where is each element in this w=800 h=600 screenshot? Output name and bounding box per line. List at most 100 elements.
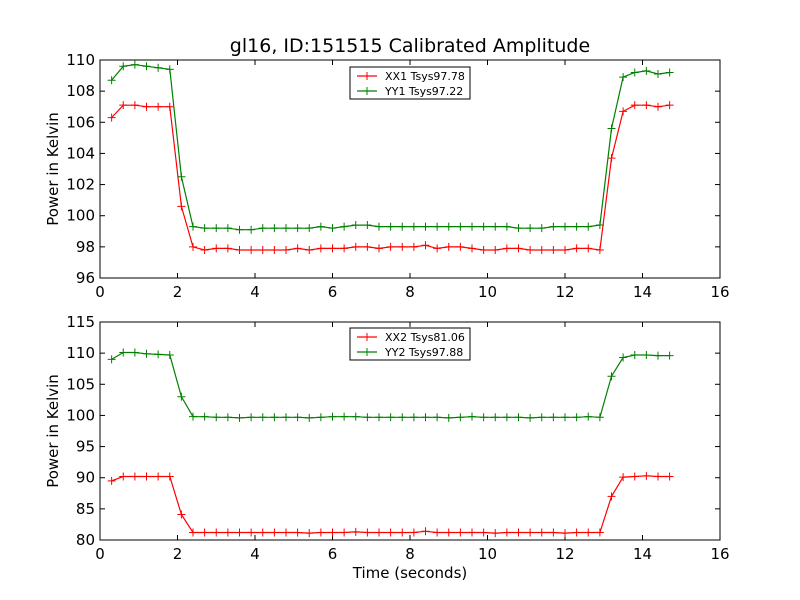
data-point (549, 528, 558, 537)
data-point (421, 527, 430, 536)
data-point (398, 242, 407, 251)
data-point (619, 473, 628, 482)
legend-box (349, 66, 471, 100)
data-point (595, 221, 604, 230)
data-point (456, 413, 465, 422)
data-point (409, 413, 418, 422)
data-point (200, 528, 209, 537)
legend-swatch-marker (363, 348, 371, 356)
x-tick-label: 6 (328, 283, 338, 301)
data-point (340, 528, 349, 537)
chart-title: gl16, ID:151515 Calibrated Amplitude (230, 35, 590, 57)
data-point (456, 242, 465, 251)
x-axis-label: Time (seconds) (352, 564, 468, 582)
y-tick-label: 90 (76, 469, 95, 487)
data-point (468, 244, 476, 253)
y-tick-label: 100 (66, 406, 95, 424)
data-point (351, 221, 360, 230)
data-point (270, 528, 279, 537)
data-point (549, 413, 558, 422)
data-point (154, 63, 163, 72)
legend-swatch-marker (363, 87, 371, 95)
data-point (200, 412, 209, 421)
data-point (421, 241, 430, 250)
data-point (607, 372, 616, 381)
data-point (433, 222, 442, 231)
data-point (665, 351, 674, 360)
data-point (514, 244, 523, 253)
data-point (456, 528, 465, 537)
y-tick-label: 110 (66, 51, 95, 69)
data-point (165, 351, 174, 360)
data-point (223, 528, 232, 537)
data-point (107, 476, 116, 485)
data-point (130, 60, 139, 69)
data-point (351, 527, 360, 536)
data-point (584, 244, 593, 253)
data-point (479, 245, 488, 254)
data-point (305, 245, 314, 254)
data-point (654, 70, 662, 79)
data-point (409, 222, 418, 231)
data-point (642, 471, 651, 480)
data-point (316, 528, 325, 537)
data-point (502, 413, 511, 422)
data-point (223, 224, 232, 233)
data-point (572, 528, 581, 537)
data-point (375, 413, 383, 422)
y-tick-label: 95 (76, 438, 95, 456)
data-point (154, 102, 163, 111)
data-point (270, 413, 279, 422)
data-point (433, 244, 442, 253)
y-tick-label: 96 (76, 269, 95, 287)
x-tick-label: 2 (173, 283, 183, 301)
data-point (595, 528, 604, 537)
x-tick-label: 2 (173, 545, 183, 563)
x-tick-label: 6 (328, 545, 338, 563)
data-point (654, 472, 662, 481)
data-point (212, 413, 221, 422)
data-point (433, 413, 442, 422)
data-point (479, 528, 488, 537)
data-point (665, 68, 674, 77)
data-point (398, 222, 407, 231)
data-point (572, 244, 581, 253)
data-point (235, 225, 244, 234)
data-point (444, 413, 453, 422)
data-point (107, 355, 116, 364)
data-point (375, 222, 383, 231)
data-point (561, 245, 569, 254)
data-point (165, 65, 174, 74)
data-point (316, 244, 325, 253)
data-point (165, 102, 174, 111)
data-point (595, 245, 604, 254)
data-point (305, 413, 314, 422)
data-point (386, 413, 395, 422)
data-point (619, 353, 628, 362)
data-point (305, 224, 314, 233)
data-point (293, 528, 302, 537)
data-point (189, 222, 197, 231)
data-point (282, 224, 290, 233)
x-tick-label: 12 (555, 545, 574, 563)
data-point (119, 348, 128, 357)
data-point (654, 102, 662, 111)
data-point (421, 413, 430, 422)
legend-entry-label: YY2 Tsys97.88 (384, 346, 463, 359)
data-point (119, 101, 128, 110)
data-point (561, 529, 569, 538)
data-point (107, 113, 116, 122)
data-point (386, 242, 395, 251)
data-point (630, 101, 639, 110)
data-point (549, 245, 558, 254)
data-point (537, 245, 546, 254)
data-point (316, 413, 325, 422)
data-point (119, 62, 128, 71)
data-point (154, 350, 163, 359)
data-point (433, 528, 442, 537)
data-point (363, 221, 372, 230)
legend-entry-label: YY1 Tsys97.22 (384, 85, 463, 98)
data-point (177, 172, 186, 181)
data-point (130, 348, 139, 357)
data-point (119, 472, 128, 481)
